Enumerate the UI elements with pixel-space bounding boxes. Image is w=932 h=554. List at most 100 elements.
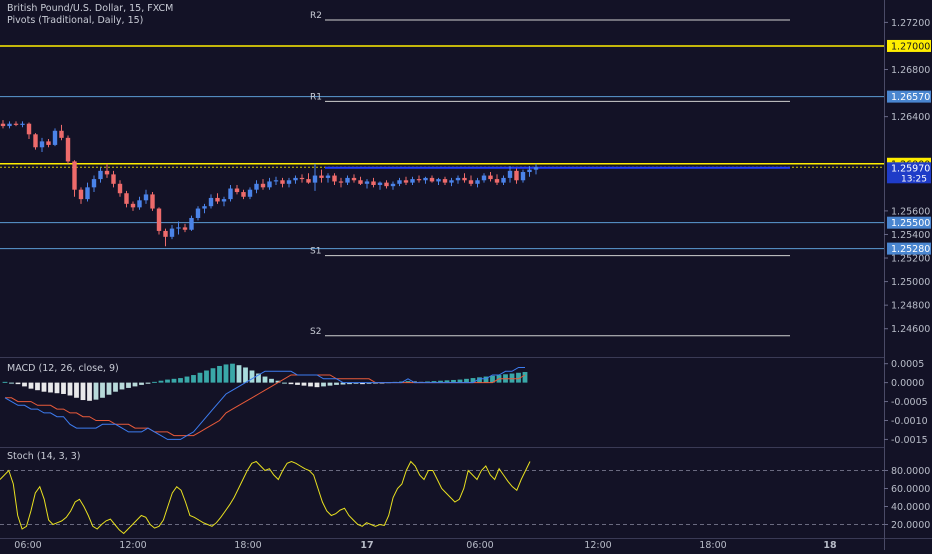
macd-histogram-bar — [15, 382, 21, 385]
candle-body — [488, 175, 493, 180]
macd-indicator-label[interactable]: MACD (12, 26, close, 9) — [7, 363, 119, 374]
macd-histogram-bar — [243, 367, 248, 383]
candle-body — [208, 197, 214, 207]
candle-body — [507, 170, 513, 178]
level-badge-label: 1.25500 — [891, 218, 930, 229]
macd-histogram-bar — [152, 381, 157, 383]
macd-histogram-bar — [516, 372, 521, 383]
stoch-axis-tick-label: 40.0000 — [891, 502, 930, 513]
candle-body — [169, 228, 175, 237]
candle-body — [455, 177, 461, 181]
candle-body — [189, 217, 194, 230]
macd-histogram-bar — [126, 382, 131, 388]
pivot-label-r2: R2 — [310, 11, 322, 21]
candle-body — [221, 199, 227, 202]
price-levels — [0, 45, 884, 250]
candle-body — [423, 177, 428, 181]
candle-body — [176, 227, 181, 229]
macd-histogram-bar — [178, 378, 183, 383]
candle-body — [358, 180, 363, 184]
macd-histogram-bar — [113, 382, 118, 392]
macd-histogram-bar — [379, 382, 385, 384]
candle-body — [228, 188, 233, 200]
candle-body — [319, 175, 324, 178]
macd-histogram-bar — [132, 382, 138, 387]
macd-histogram-bar — [74, 382, 79, 398]
symbol-title[interactable]: British Pound/U.S. Dollar, 15, FXCM — [7, 3, 174, 14]
candle-body — [462, 177, 467, 181]
macd-histogram-bar — [256, 373, 261, 383]
macd-histogram-bar — [301, 382, 307, 386]
candle-body — [182, 227, 188, 230]
candle-body — [416, 179, 422, 181]
macd-histogram-bar — [470, 378, 476, 383]
candle-body — [520, 172, 526, 181]
candle-body — [325, 175, 331, 178]
macd-histogram-bar — [490, 375, 495, 383]
macd-histogram-bar — [340, 382, 346, 385]
time-axis-tick-label: 18 — [823, 540, 837, 550]
price-axis-tick-label: 1.24600 — [891, 324, 930, 335]
macd-axis-tick-label: -0.0005 — [891, 397, 928, 408]
macd-histogram-bar — [327, 382, 333, 386]
macd-histogram-bar — [9, 382, 14, 384]
candle-body — [7, 123, 12, 127]
candle-body — [494, 179, 500, 183]
stoch-axis-tick-label: 20.0000 — [891, 520, 930, 531]
candle-body — [104, 170, 110, 175]
level-badge-bg — [887, 242, 931, 255]
candle-body — [241, 192, 246, 197]
candle-body — [234, 188, 240, 193]
candle-body — [130, 203, 136, 208]
candle-body — [371, 181, 376, 185]
candle-body — [156, 208, 162, 231]
macd-histogram-bar — [321, 382, 326, 387]
candle-body — [403, 180, 409, 183]
macd-histogram-bar — [262, 376, 268, 383]
candle-body — [306, 179, 311, 183]
stoch-line — [0, 460, 531, 535]
current-price-badge-bg — [887, 162, 931, 184]
pivot-label-s1: S1 — [310, 247, 321, 257]
candle-body — [384, 182, 389, 187]
macd-histogram-bar — [87, 382, 92, 401]
candle-body — [46, 141, 51, 145]
macd-histogram-bar — [210, 368, 216, 383]
candle-body — [0, 123, 6, 127]
macd-histogram-bar — [405, 381, 411, 383]
candle-body — [215, 197, 220, 202]
macd-histogram-bar — [139, 382, 144, 385]
macd-histogram-bar — [28, 382, 34, 389]
candle-body — [33, 134, 38, 148]
pivots-indicator-label[interactable]: Pivots (Traditional, Daily, 15) — [7, 15, 144, 26]
candle-body — [247, 189, 253, 197]
level-badge-label: 1.26570 — [891, 92, 930, 103]
candle-body — [163, 230, 168, 237]
candle-body — [26, 123, 32, 135]
candle-body — [85, 187, 90, 200]
candle-body — [117, 183, 123, 194]
macd-histogram-bar — [119, 382, 125, 390]
candle-body — [273, 180, 279, 182]
level-badge-bg — [887, 39, 931, 52]
candle-body — [429, 177, 435, 182]
candle-body — [332, 175, 337, 182]
stoch-indicator-label[interactable]: Stoch (14, 3, 3) — [7, 451, 81, 462]
candle-body — [150, 194, 155, 209]
candle-body — [20, 123, 25, 125]
macd-histogram-bar — [197, 372, 203, 383]
candle-body — [143, 194, 149, 201]
macd-histogram-bar — [431, 381, 437, 383]
level-badge-bg — [887, 216, 931, 229]
macd-histogram-bar — [347, 382, 352, 385]
macd-histogram-bar — [184, 376, 190, 383]
candle-body — [98, 170, 103, 180]
macd-axis-tick-label: -0.0015 — [891, 435, 928, 446]
macd-histogram-bar — [457, 379, 463, 383]
candle-body — [436, 179, 441, 182]
macd-histogram-bar — [451, 379, 456, 383]
level-badge-label: 1.27000 — [891, 41, 930, 52]
